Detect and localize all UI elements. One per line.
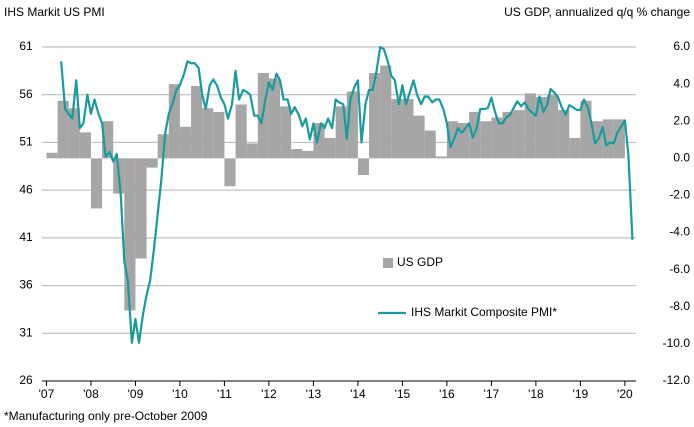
y-tick-label: 61: [19, 39, 33, 53]
bar: [502, 111, 514, 159]
bar: [480, 121, 492, 159]
y-tick-label: 31: [19, 325, 33, 339]
y-tick-label: 26: [19, 373, 33, 387]
bar: [179, 126, 192, 159]
x-tick-label: '07: [39, 387, 55, 401]
bar: [491, 117, 503, 159]
x-tick-label: '11: [217, 387, 232, 401]
bar: [613, 119, 625, 159]
y2-tick-label: 4.0: [673, 76, 690, 90]
x-tick-label: '08: [83, 387, 99, 401]
bar: [135, 158, 147, 259]
x-tick-label: '12: [261, 387, 277, 401]
legend-label: IHS Markit Composite PMI*: [411, 305, 557, 319]
x-tick-label: '15: [395, 387, 411, 401]
bar: [168, 84, 180, 159]
x-tick-label: '13: [306, 387, 322, 401]
bar: [335, 106, 347, 159]
y2-tick-label: -12.0: [663, 373, 691, 387]
bar: [535, 97, 548, 159]
bar: [391, 98, 403, 159]
y-tick-label: 41: [19, 230, 33, 244]
bar: [435, 156, 447, 159]
y2-tick-label: -6.0: [669, 262, 690, 276]
x-tick-label: '17: [484, 387, 500, 401]
bar: [558, 110, 570, 159]
bar: [280, 106, 292, 159]
y2-tick-label: 2.0: [673, 113, 690, 127]
chart-title: IHS Markit US PMI: [4, 5, 105, 19]
x-tick-label: '20: [617, 387, 633, 401]
bar: [68, 108, 80, 159]
bar: [580, 100, 592, 159]
bar: [268, 78, 281, 159]
bar: [569, 137, 581, 159]
bar: [346, 91, 358, 159]
bar: [102, 121, 114, 159]
bar: [124, 158, 136, 311]
x-tick-label: '09: [128, 387, 144, 401]
x-tick-label: '18: [528, 387, 544, 401]
x-tick-label: '10: [172, 387, 188, 401]
legend-label: US GDP: [397, 255, 443, 269]
y2-tick-label: 6.0: [673, 39, 690, 53]
bar: [146, 158, 158, 168]
y-tick-label: 46: [19, 182, 33, 196]
bar: [224, 158, 236, 187]
bar: [235, 104, 247, 159]
bar: [524, 93, 536, 159]
bar: [324, 137, 336, 159]
footnote: *Manufacturing only pre-October 2009: [4, 409, 208, 423]
bar: [458, 123, 470, 159]
bar: [602, 119, 614, 159]
bar: [313, 123, 325, 159]
y2-tick-label: -10.0: [663, 336, 691, 350]
bar: [413, 115, 425, 159]
y-tick-label: 51: [19, 135, 33, 149]
bar: [369, 72, 381, 159]
x-tick-label: '19: [573, 387, 589, 401]
y-tick-label: 36: [19, 278, 33, 292]
y2-tick-label: -2.0: [669, 188, 690, 202]
y2-title: US GDP, annualized q/q % change: [504, 5, 690, 19]
bar: [291, 149, 303, 159]
bar: [246, 143, 258, 159]
bar: [213, 111, 225, 159]
y2-tick-label: -8.0: [669, 299, 690, 313]
bar: [90, 158, 103, 209]
bar: [424, 130, 436, 159]
bar: [57, 100, 69, 159]
bar: [547, 95, 559, 159]
x-tick-label: '14: [350, 387, 366, 401]
bar: [357, 158, 370, 176]
x-tick-label: '16: [439, 387, 455, 401]
bar: [46, 152, 58, 159]
bar: [302, 150, 314, 159]
bar: [380, 65, 392, 159]
y2-tick-label: 0.0: [673, 151, 690, 165]
bar: [191, 85, 203, 159]
y-tick-label: 56: [19, 87, 33, 101]
bar: [202, 108, 214, 159]
bar: [79, 132, 91, 159]
bar: [402, 98, 414, 159]
bar: [513, 110, 525, 159]
y2-tick-label: -4.0: [669, 225, 690, 239]
legend-swatch: [383, 258, 393, 268]
pmi-line: [60, 45, 634, 344]
